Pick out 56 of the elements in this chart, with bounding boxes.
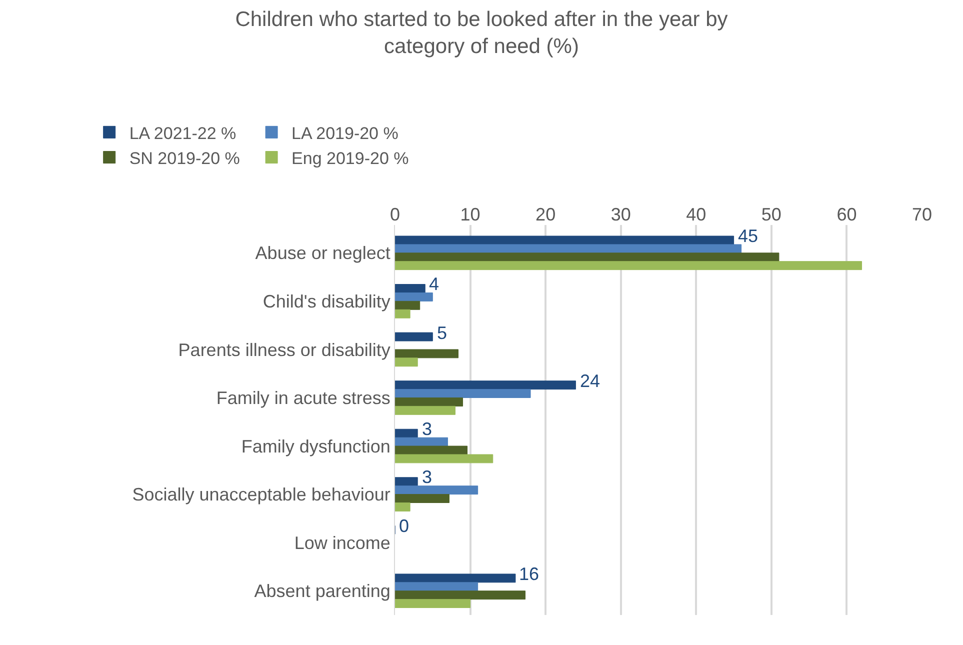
bar [395, 292, 433, 302]
y-tick-label: Parents illness or disability [178, 340, 390, 360]
y-tick-label: Family dysfunction [241, 436, 390, 456]
bar [395, 389, 531, 398]
bar [395, 599, 471, 608]
data-label: 4 [429, 274, 440, 294]
x-tick-label: 0 [390, 204, 400, 224]
bar [395, 477, 418, 486]
x-tick-label: 50 [761, 204, 782, 224]
bar [395, 244, 742, 254]
data-label: 5 [437, 323, 448, 343]
legend-label: SN 2019-20 % [129, 148, 240, 168]
data-label: 3 [422, 467, 432, 487]
y-tick-label: Low income [294, 532, 390, 553]
bar [395, 309, 410, 318]
x-tick-label: 60 [836, 204, 857, 224]
bar [395, 261, 862, 270]
bar [395, 494, 450, 503]
bar [395, 349, 458, 358]
bar [395, 397, 464, 406]
data-label: 24 [580, 371, 600, 391]
legend-label: LA 2019-20 % [292, 124, 398, 143]
bar [395, 574, 516, 583]
chart-title: Children who started to be looked after in the year by category of need (%) [235, 8, 728, 58]
bar [395, 582, 478, 592]
bar [395, 380, 576, 390]
bar [395, 437, 448, 446]
bar [395, 284, 426, 293]
bar [395, 502, 410, 512]
x-tick-label: 70 [912, 204, 932, 224]
data-label: 45 [738, 226, 758, 246]
legend-label: Eng 2019-20 % [292, 148, 409, 168]
y-tick-label: Family in acute stress [216, 388, 390, 408]
y-tick-label: Socially unacceptable behaviour [132, 484, 390, 505]
bar [395, 486, 478, 495]
bar [395, 406, 456, 415]
bar [395, 590, 526, 600]
data-label: 0 [399, 516, 410, 536]
data-label: 3 [422, 419, 432, 439]
y-tick-label: Abuse or neglect [255, 243, 390, 264]
y-tick-label: Absent parenting [254, 581, 390, 602]
data-label: 16 [519, 564, 540, 584]
bar [395, 446, 468, 455]
x-tick-label: 20 [536, 204, 556, 224]
bar [395, 236, 734, 245]
bar [395, 332, 433, 342]
bar [395, 454, 494, 464]
legend-label: LA 2021-22 % [129, 124, 236, 143]
y-tick-label: Child's disability [262, 291, 390, 312]
x-tick-label: 10 [460, 204, 480, 224]
bar [395, 252, 780, 262]
bar [395, 358, 418, 367]
bar [395, 300, 420, 310]
x-tick-label: 30 [610, 204, 631, 224]
bar [395, 428, 418, 438]
x-tick-label: 40 [686, 204, 706, 224]
